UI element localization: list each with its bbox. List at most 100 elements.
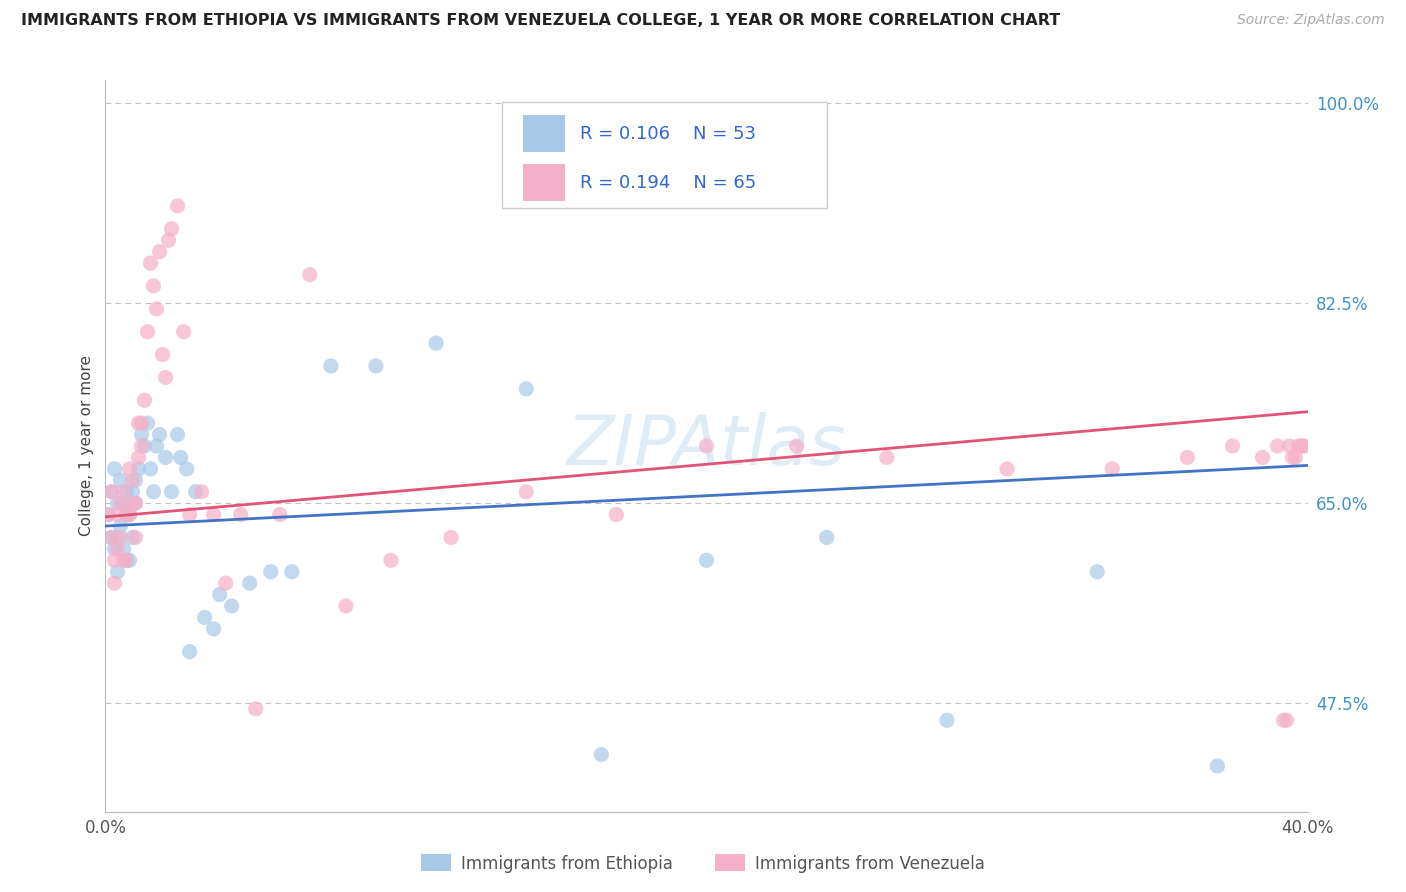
Point — [184, 484, 207, 499]
Point — [1275, 714, 1298, 728]
Point — [103, 553, 125, 567]
Point — [221, 599, 243, 613]
Point — [107, 496, 129, 510]
Point — [936, 714, 959, 728]
Point — [515, 382, 537, 396]
Point — [128, 462, 150, 476]
Point — [145, 439, 167, 453]
Point — [124, 473, 146, 487]
Point — [97, 508, 120, 522]
Point — [148, 427, 170, 442]
Bar — [523, 164, 565, 201]
Point — [157, 233, 180, 247]
Point — [1294, 439, 1316, 453]
Text: Source: ZipAtlas.com: Source: ZipAtlas.com — [1237, 13, 1385, 28]
Point — [103, 541, 125, 556]
Text: IMMIGRANTS FROM ETHIOPIA VS IMMIGRANTS FROM VENEZUELA COLLEGE, 1 YEAR OR MORE CO: IMMIGRANTS FROM ETHIOPIA VS IMMIGRANTS F… — [21, 13, 1060, 29]
FancyBboxPatch shape — [502, 103, 827, 209]
Point — [208, 588, 231, 602]
Point — [1267, 439, 1289, 453]
Point — [155, 450, 177, 465]
Point — [110, 473, 132, 487]
Point — [173, 325, 195, 339]
Point — [876, 450, 898, 465]
Point — [179, 645, 201, 659]
Point — [121, 496, 143, 510]
Point — [591, 747, 613, 762]
Point — [1085, 565, 1108, 579]
Point — [100, 530, 122, 544]
Point — [118, 553, 141, 567]
Point — [142, 279, 165, 293]
Y-axis label: College, 1 year or more: College, 1 year or more — [79, 356, 94, 536]
Point — [169, 450, 191, 465]
Point — [1222, 439, 1244, 453]
Point — [1284, 450, 1306, 465]
Point — [269, 508, 291, 522]
Point — [118, 462, 141, 476]
Point — [115, 508, 138, 522]
Point — [112, 541, 135, 556]
Point — [239, 576, 262, 591]
Point — [214, 576, 236, 591]
Point — [124, 530, 146, 544]
Point — [107, 541, 129, 556]
Point — [298, 268, 321, 282]
Point — [166, 427, 188, 442]
Point — [440, 530, 463, 544]
Point — [112, 496, 135, 510]
Point — [145, 301, 167, 316]
Point — [1272, 714, 1295, 728]
Point — [139, 462, 162, 476]
Point — [107, 530, 129, 544]
Point — [134, 439, 156, 453]
Point — [425, 336, 447, 351]
Point — [107, 508, 129, 522]
Point — [115, 553, 138, 567]
Point — [1175, 450, 1198, 465]
Point — [202, 508, 225, 522]
Point — [142, 484, 165, 499]
Point — [319, 359, 342, 373]
Point — [121, 530, 143, 544]
Point — [380, 553, 402, 567]
Point — [100, 530, 122, 544]
Point — [97, 508, 120, 522]
Point — [786, 439, 808, 453]
Point — [160, 484, 183, 499]
Point — [100, 484, 122, 499]
Point — [110, 519, 132, 533]
Point — [112, 553, 135, 567]
Point — [136, 325, 159, 339]
Text: ZIPAtlas: ZIPAtlas — [567, 412, 846, 480]
Point — [134, 393, 156, 408]
Legend: Immigrants from Ethiopia, Immigrants from Venezuela: Immigrants from Ethiopia, Immigrants fro… — [415, 847, 991, 880]
Point — [115, 553, 138, 567]
Point — [696, 439, 718, 453]
Point — [115, 508, 138, 522]
Point — [179, 508, 201, 522]
Point — [245, 702, 267, 716]
Point — [136, 416, 159, 430]
Point — [696, 553, 718, 567]
Point — [335, 599, 357, 613]
Point — [1278, 439, 1301, 453]
Point — [166, 199, 188, 213]
Point — [260, 565, 283, 579]
Point — [107, 565, 129, 579]
Point — [139, 256, 162, 270]
Text: R = 0.194    N = 65: R = 0.194 N = 65 — [581, 174, 756, 192]
Point — [815, 530, 838, 544]
Point — [118, 508, 141, 522]
Point — [229, 508, 252, 522]
Point — [281, 565, 304, 579]
Point — [1206, 759, 1229, 773]
Point — [131, 427, 153, 442]
Point — [110, 530, 132, 544]
Point — [103, 462, 125, 476]
Point — [128, 450, 150, 465]
Point — [110, 496, 132, 510]
Point — [155, 370, 177, 384]
Point — [128, 416, 150, 430]
Point — [115, 484, 138, 499]
